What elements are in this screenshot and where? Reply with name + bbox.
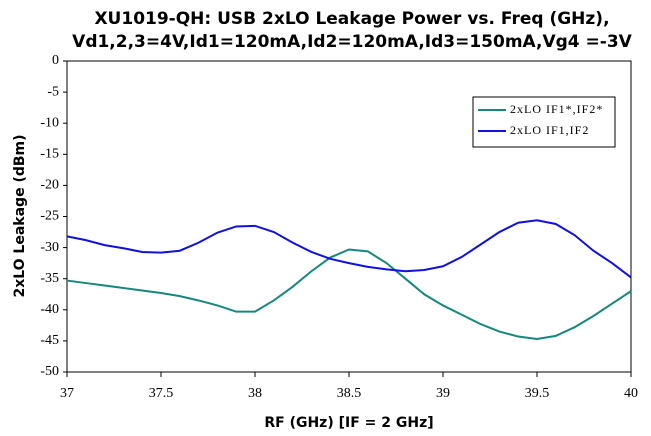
legend-label: 2xLO IF1,IF2 — [510, 123, 589, 137]
y-tick-label: -30 — [40, 240, 59, 255]
y-tick-label: -5 — [47, 84, 59, 99]
x-tick-label: 40 — [624, 386, 638, 401]
y-tick-label: -40 — [40, 302, 59, 317]
chart-title: XU1019-QH: USB 2xLO Leakage Power vs. Fr… — [94, 9, 609, 29]
legend-box — [472, 96, 616, 148]
chart-subtitle: Vd1,2,3=4V,Id1=120mA,Id2=120mA,Id3=150mA… — [72, 32, 633, 52]
y-tick-label: -25 — [40, 209, 59, 224]
y-axis-label: 2xLO Leakage (dBm) — [12, 134, 28, 297]
legend-label: 2xLO IF1*,IF2* — [510, 102, 603, 116]
y-tick-label: -45 — [40, 333, 59, 348]
y-tick-label: -50 — [40, 364, 59, 379]
y-tick-label: -10 — [40, 115, 59, 130]
y-tick-label: -15 — [40, 147, 59, 162]
series-line — [66, 219, 632, 279]
y-tick-label: -35 — [40, 271, 59, 286]
y-tick-label: -20 — [40, 178, 59, 193]
series-line — [66, 248, 632, 341]
x-tick-label: 39 — [436, 386, 450, 401]
x-tick-label: 38 — [248, 386, 262, 401]
y-tick-label: 0 — [52, 53, 59, 68]
x-tick-label: 39.5 — [525, 386, 550, 401]
x-axis-label: RF (GHz) [IF = 2 GHz] — [264, 415, 433, 431]
x-tick-label: 37 — [60, 386, 74, 401]
x-tick-label: 38.5 — [337, 386, 362, 401]
x-tick-label: 37.5 — [149, 386, 174, 401]
